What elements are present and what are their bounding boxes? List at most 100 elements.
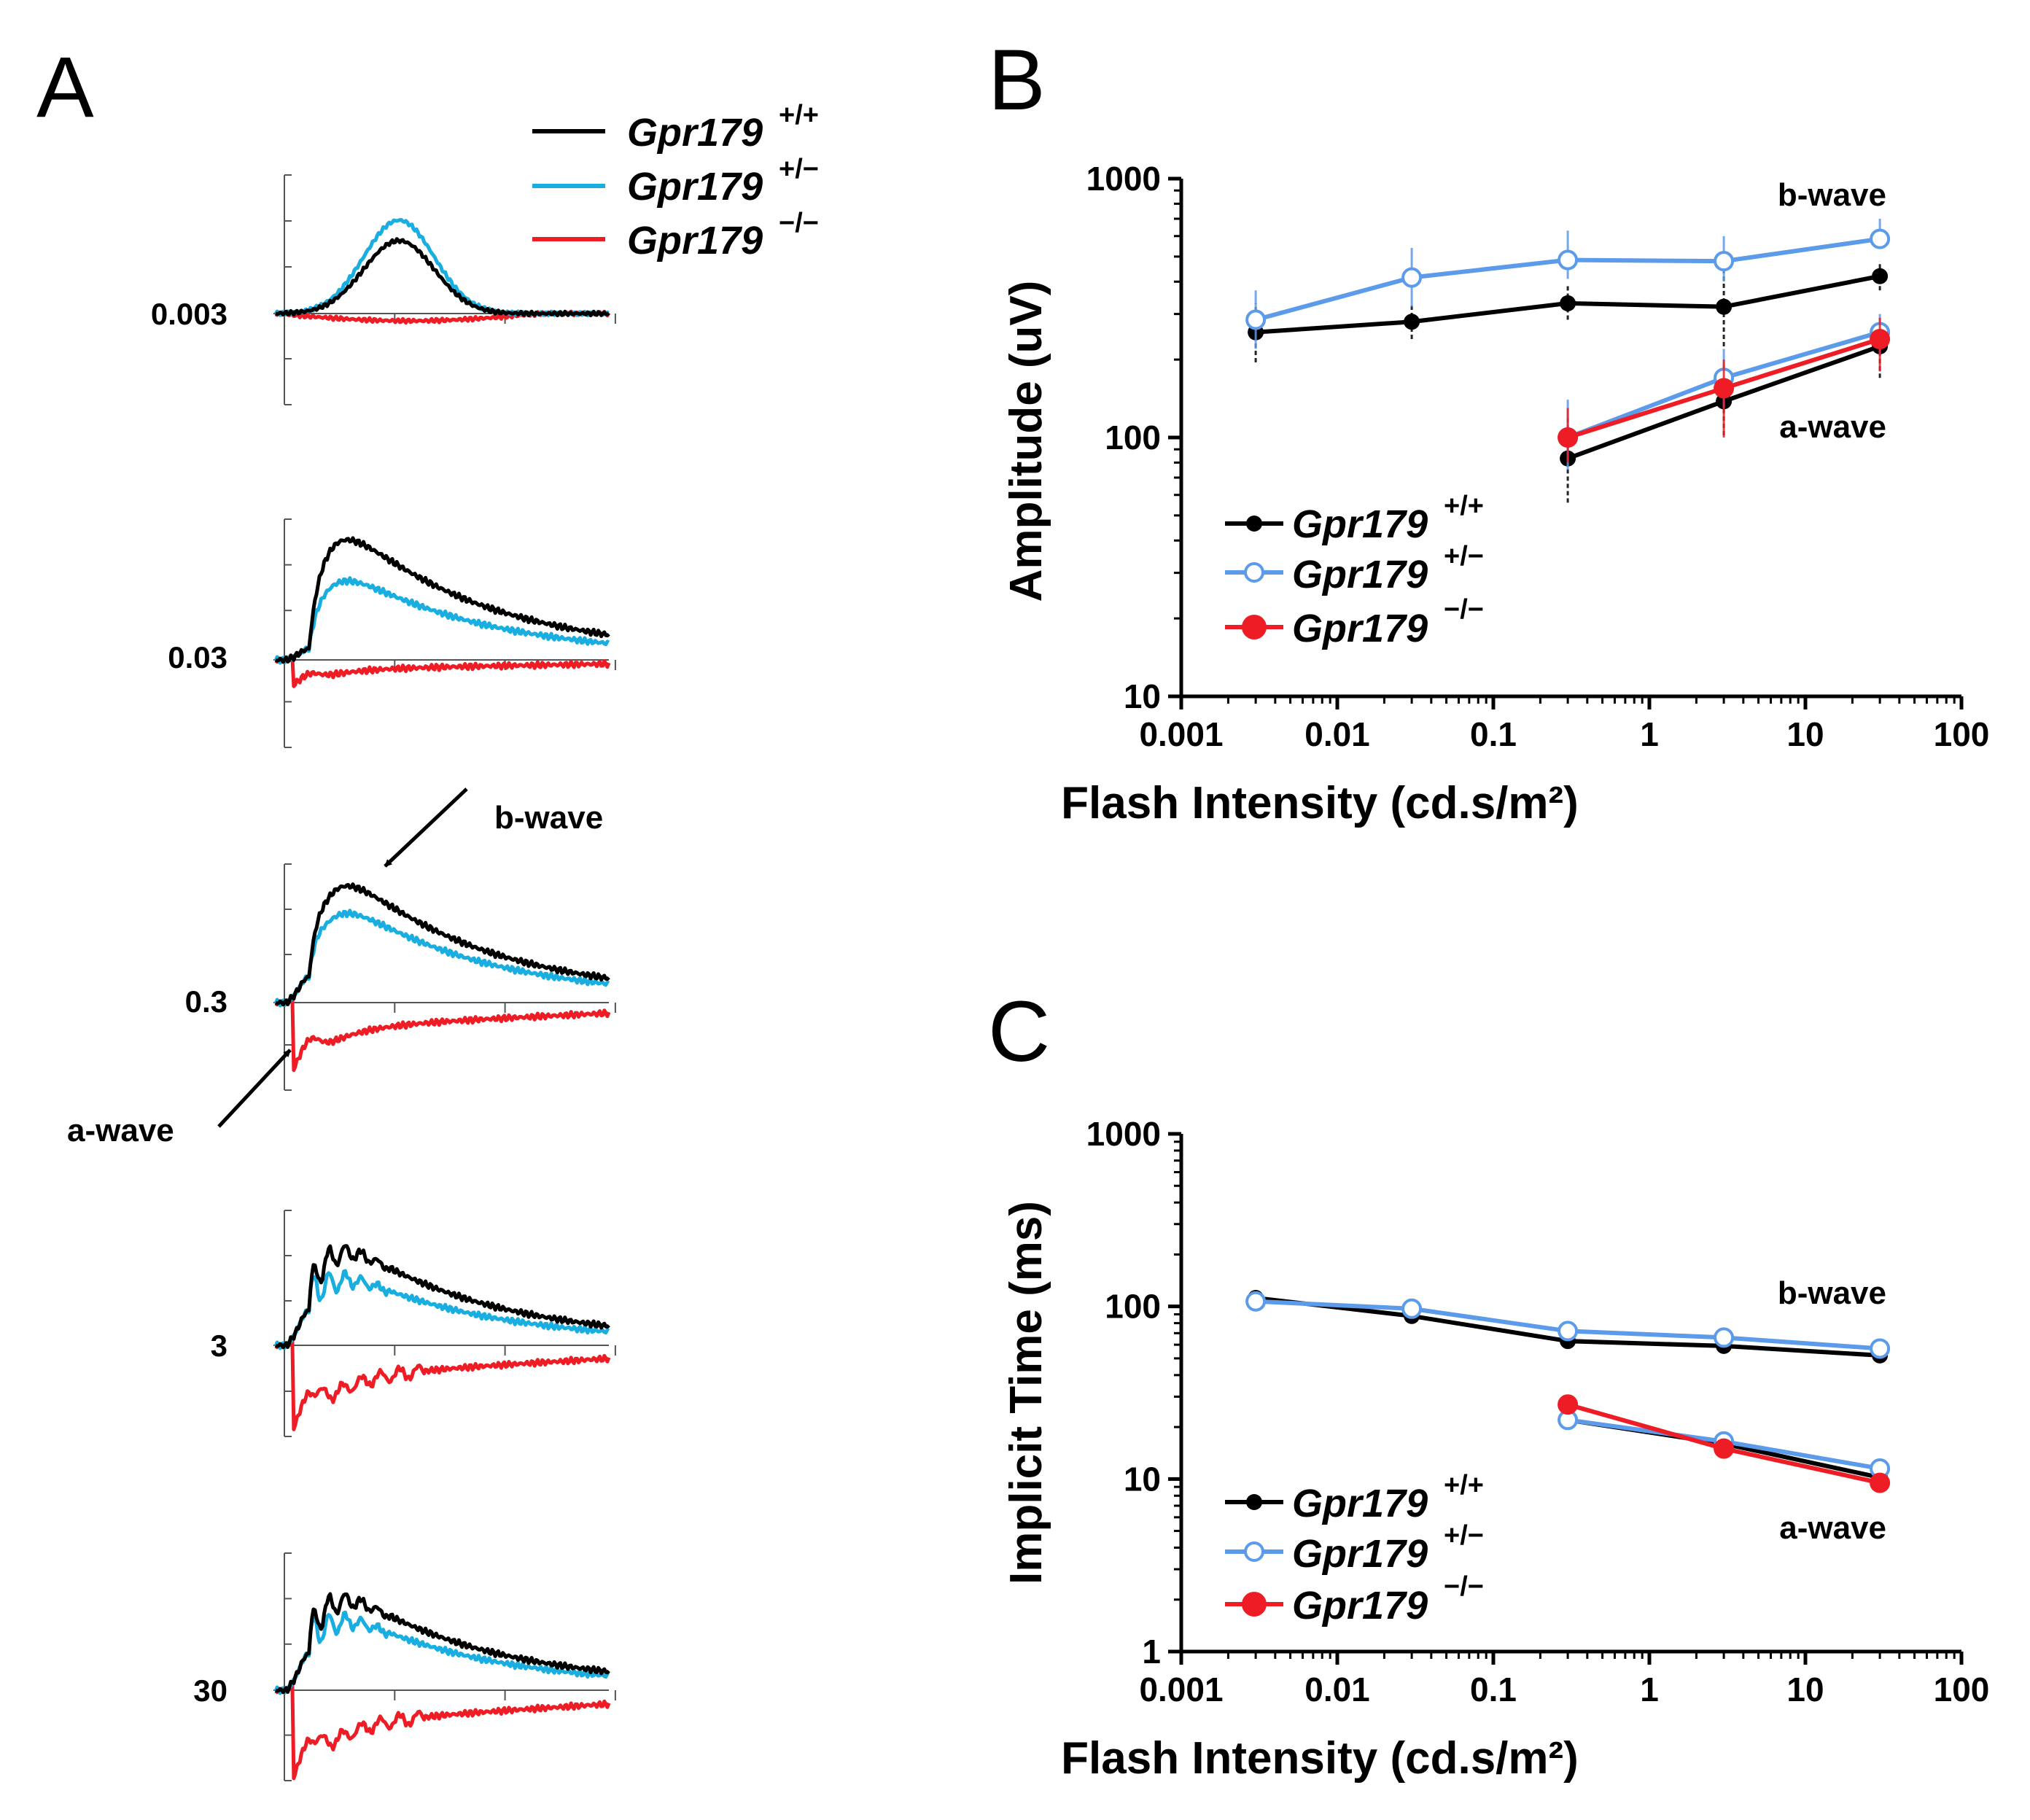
panel-c-series bbox=[1245, 1290, 1891, 1493]
erg-trace-group-30 bbox=[273, 1552, 616, 1781]
legend-c-wt-marker bbox=[1246, 1494, 1262, 1510]
data-point bbox=[1560, 295, 1576, 311]
a-wave-arrow bbox=[217, 1049, 292, 1128]
panel-b-awave-label: a-wave bbox=[1779, 409, 1886, 445]
legend-b-ko-marker bbox=[1242, 615, 1267, 639]
data-point bbox=[1714, 1327, 1735, 1348]
panel-b-series bbox=[1245, 218, 1891, 503]
x-tick-label: 100 bbox=[1934, 1671, 1990, 1708]
legend-c-het-gene: Gpr179 bbox=[1292, 1532, 1428, 1576]
data-point bbox=[1870, 228, 1891, 249]
trace-het bbox=[273, 576, 610, 665]
x-tick-label: 1 bbox=[1640, 715, 1659, 753]
data-point bbox=[1714, 1438, 1735, 1459]
erg-trace-group-0003 bbox=[273, 174, 616, 405]
erg-trace-group-3 bbox=[273, 1210, 616, 1437]
x-tick-label: 0.1 bbox=[1470, 1671, 1517, 1708]
legend-c-ko-gene: Gpr179 bbox=[1292, 1584, 1428, 1628]
legend-a-wt-gene: Gpr179 bbox=[627, 111, 763, 155]
trace-het bbox=[273, 1610, 610, 1695]
panel-b-chart: 0.001 0.01 0.1 1 10 100 10 100 1000 Flash Intens… bbox=[1001, 160, 1989, 828]
trace-wt bbox=[274, 1592, 610, 1695]
x-tick-label: 100 bbox=[1934, 715, 1990, 753]
y-tick-label: 1000 bbox=[1086, 160, 1161, 198]
b-wave-arrow bbox=[384, 788, 468, 868]
trace-wt bbox=[274, 536, 610, 664]
legend-a-ko-gene: Gpr179 bbox=[627, 219, 763, 262]
legend-b-het-sup: +/− bbox=[1444, 541, 1484, 572]
series-ko-4 bbox=[1558, 317, 1891, 463]
x-tick-label: 1 bbox=[1640, 1671, 1659, 1708]
trace-het bbox=[273, 1269, 610, 1350]
trace-het bbox=[273, 909, 610, 1008]
legend-a-het-gene: Gpr179 bbox=[627, 165, 763, 209]
panel-c: C 0.001 0.01 0.1 1 10 100 1 10 100 1000 Flash Int… bbox=[988, 984, 1989, 1784]
panel-b: B 0.001 0.01 0.1 1 10 100 10 100 1000 Flash Inte… bbox=[988, 32, 1989, 828]
trace-wt bbox=[275, 237, 610, 318]
y-tick-label: 10 bbox=[1124, 1460, 1161, 1498]
data-point bbox=[1716, 298, 1732, 315]
erg-trace-group-003 bbox=[273, 518, 616, 748]
trace-wt bbox=[274, 882, 610, 1007]
x-tick-label: 0.01 bbox=[1304, 1671, 1370, 1708]
b-wave-annotation: b-wave bbox=[494, 800, 603, 836]
legend-b-het-marker bbox=[1244, 562, 1264, 583]
legend-a-wt-sup: +/+ bbox=[779, 100, 819, 131]
data-point bbox=[1401, 1298, 1423, 1319]
panel-c-awave-label: a-wave bbox=[1779, 1510, 1886, 1546]
panel-b-bwave-label: b-wave bbox=[1778, 177, 1886, 213]
data-point bbox=[1714, 378, 1735, 399]
series-het-1 bbox=[1245, 218, 1891, 349]
a-wave-annotation: a-wave bbox=[67, 1113, 174, 1148]
data-point bbox=[1870, 329, 1891, 350]
panel-c-xlabel: Flash Intensity (cd.s/m²) bbox=[1061, 1733, 1579, 1784]
x-tick-label: 0.001 bbox=[1139, 1671, 1223, 1708]
data-point bbox=[1558, 249, 1579, 271]
data-point bbox=[1558, 1321, 1579, 1342]
panel-c-legend: Gpr179 +/+ Gpr179 +/− Gpr179 −/− bbox=[1225, 1470, 1484, 1628]
data-point bbox=[1558, 1394, 1579, 1415]
data-point bbox=[1558, 427, 1579, 448]
legend-c-ko-sup: −/− bbox=[1444, 1571, 1484, 1602]
legend-b-wt-marker bbox=[1246, 516, 1262, 532]
trace-ko bbox=[274, 655, 611, 688]
x-tick-label: 0.1 bbox=[1470, 715, 1517, 753]
panel-c-chart: 0.001 0.01 0.1 1 10 100 1 10 100 1000 Flash Inten… bbox=[1001, 1115, 1989, 1784]
data-point bbox=[1401, 267, 1423, 288]
panel-b-letter: B bbox=[988, 32, 1046, 128]
legend-b-wt-sup: +/+ bbox=[1444, 491, 1484, 521]
data-point bbox=[1714, 251, 1735, 272]
series-het-1 bbox=[1245, 1291, 1891, 1359]
panel-c-ylabel: Implicit Time (ms) bbox=[1001, 1201, 1051, 1584]
x-tick-label: 10 bbox=[1786, 1671, 1824, 1708]
data-point bbox=[1245, 309, 1267, 330]
series-ko-4 bbox=[1558, 1394, 1891, 1493]
panel-a: A Gpr179 +/+ Gpr179 +/− Gpr179 −/− 0.003… bbox=[36, 39, 819, 1781]
legend-b-ko-sup: −/− bbox=[1444, 594, 1484, 625]
y-tick-label: 100 bbox=[1105, 1288, 1161, 1326]
x-tick-label: 0.01 bbox=[1304, 715, 1370, 753]
panel-c-bwave-label: b-wave bbox=[1778, 1275, 1886, 1311]
legend-a-ko-sup: −/− bbox=[779, 208, 819, 238]
panel-b-legend: Gpr179 +/+ Gpr179 +/− Gpr179 −/− bbox=[1225, 491, 1484, 650]
trace-het bbox=[273, 218, 610, 318]
intensity-label-1: 0.03 bbox=[168, 640, 228, 674]
legend-c-ko-marker bbox=[1242, 1592, 1267, 1617]
panel-a-legend: Gpr179 +/+ Gpr179 +/− Gpr179 −/− bbox=[532, 100, 819, 262]
trace-wt bbox=[274, 1244, 610, 1350]
data-point bbox=[1872, 268, 1889, 284]
panel-c-axes: 0.001 0.01 0.1 1 10 100 1 10 100 1000 bbox=[1086, 1115, 1990, 1708]
data-point bbox=[1870, 1338, 1891, 1359]
panel-b-xlabel: Flash Intensity (cd.s/m²) bbox=[1061, 778, 1579, 828]
panel-a-letter: A bbox=[36, 39, 94, 136]
legend-c-wt-gene: Gpr179 bbox=[1292, 1482, 1428, 1525]
data-point bbox=[1870, 1472, 1891, 1493]
legend-c-wt-sup: +/+ bbox=[1444, 1470, 1484, 1501]
data-point bbox=[1404, 314, 1420, 330]
intensity-label-4: 30 bbox=[193, 1673, 228, 1708]
y-tick-label: 10 bbox=[1124, 677, 1161, 715]
y-tick-label: 100 bbox=[1105, 419, 1161, 456]
erg-trace-group-03 bbox=[273, 863, 616, 1091]
legend-b-het-gene: Gpr179 bbox=[1292, 553, 1428, 596]
legend-c-het-marker bbox=[1244, 1541, 1264, 1562]
